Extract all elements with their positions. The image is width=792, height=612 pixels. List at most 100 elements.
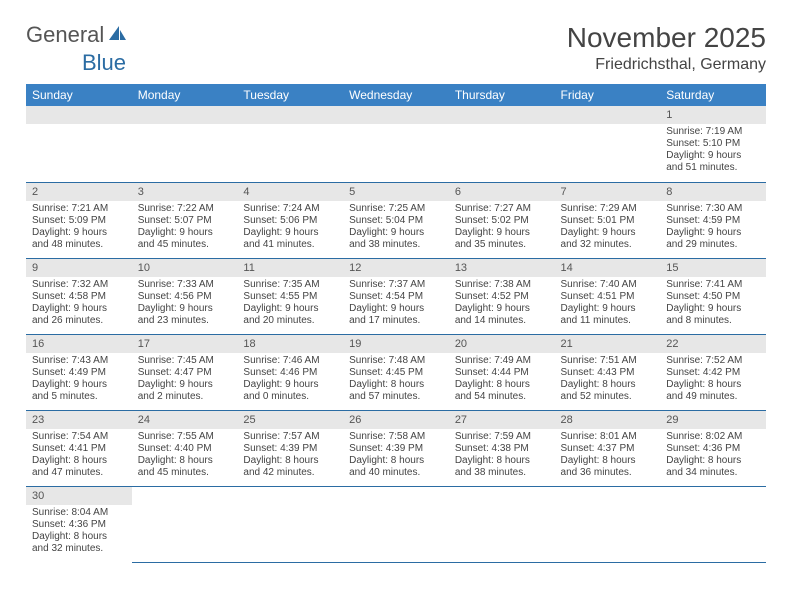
calendar-row: 2Sunrise: 7:21 AMSunset: 5:09 PMDaylight…	[26, 182, 766, 258]
sunrise-text: Sunrise: 8:04 AM	[32, 507, 126, 519]
sunset-text: Sunset: 4:43 PM	[561, 367, 655, 379]
empty-cell	[660, 486, 766, 562]
empty-cell	[26, 106, 132, 182]
sunset-text: Sunset: 4:55 PM	[243, 291, 337, 303]
day-details: Sunrise: 7:45 AMSunset: 4:47 PMDaylight:…	[132, 353, 238, 407]
empty-cell	[555, 106, 661, 182]
daylight-text: Daylight: 8 hours and 40 minutes.	[349, 455, 443, 479]
day-cell: 30Sunrise: 8:04 AMSunset: 4:36 PMDayligh…	[26, 486, 132, 562]
empty-cell	[132, 106, 238, 182]
day-details: Sunrise: 7:40 AMSunset: 4:51 PMDaylight:…	[555, 277, 661, 331]
empty-cell	[449, 486, 555, 562]
sunrise-text: Sunrise: 7:27 AM	[455, 203, 549, 215]
brand-part2: Blue	[82, 50, 126, 75]
sunrise-text: Sunrise: 7:22 AM	[138, 203, 232, 215]
sunrise-text: Sunrise: 7:45 AM	[138, 355, 232, 367]
day-number: 15	[660, 259, 766, 277]
weekday-header: Sunday	[26, 84, 132, 106]
weekday-header: Saturday	[660, 84, 766, 106]
day-number: 29	[660, 411, 766, 429]
day-number: 27	[449, 411, 555, 429]
sunrise-text: Sunrise: 7:55 AM	[138, 431, 232, 443]
day-number: 25	[237, 411, 343, 429]
day-details: Sunrise: 7:43 AMSunset: 4:49 PMDaylight:…	[26, 353, 132, 407]
sunset-text: Sunset: 4:49 PM	[32, 367, 126, 379]
daylight-text: Daylight: 9 hours and 8 minutes.	[666, 303, 760, 327]
day-cell: 18Sunrise: 7:46 AMSunset: 4:46 PMDayligh…	[237, 334, 343, 410]
header: General November 2025 Friedrichsthal, Ge…	[26, 22, 766, 74]
day-number: 8	[660, 183, 766, 201]
daylight-text: Daylight: 9 hours and 45 minutes.	[138, 227, 232, 251]
sail-icon	[107, 22, 127, 48]
sunset-text: Sunset: 5:07 PM	[138, 215, 232, 227]
sunrise-text: Sunrise: 8:01 AM	[561, 431, 655, 443]
daylight-text: Daylight: 9 hours and 14 minutes.	[455, 303, 549, 327]
daylight-text: Daylight: 8 hours and 38 minutes.	[455, 455, 549, 479]
calendar-row: 16Sunrise: 7:43 AMSunset: 4:49 PMDayligh…	[26, 334, 766, 410]
day-cell: 14Sunrise: 7:40 AMSunset: 4:51 PMDayligh…	[555, 258, 661, 334]
sunset-text: Sunset: 5:10 PM	[666, 138, 760, 150]
day-details: Sunrise: 7:25 AMSunset: 5:04 PMDaylight:…	[343, 201, 449, 255]
day-cell: 8Sunrise: 7:30 AMSunset: 4:59 PMDaylight…	[660, 182, 766, 258]
daylight-text: Daylight: 9 hours and 2 minutes.	[138, 379, 232, 403]
daylight-text: Daylight: 8 hours and 42 minutes.	[243, 455, 337, 479]
day-details: Sunrise: 7:32 AMSunset: 4:58 PMDaylight:…	[26, 277, 132, 331]
sunrise-text: Sunrise: 7:24 AM	[243, 203, 337, 215]
daylight-text: Daylight: 8 hours and 49 minutes.	[666, 379, 760, 403]
day-cell: 28Sunrise: 8:01 AMSunset: 4:37 PMDayligh…	[555, 410, 661, 486]
daylight-text: Daylight: 9 hours and 35 minutes.	[455, 227, 549, 251]
empty-cell	[449, 106, 555, 182]
calendar-body: 1Sunrise: 7:19 AMSunset: 5:10 PMDaylight…	[26, 106, 766, 562]
day-details: Sunrise: 7:55 AMSunset: 4:40 PMDaylight:…	[132, 429, 238, 483]
sunset-text: Sunset: 4:47 PM	[138, 367, 232, 379]
day-cell: 15Sunrise: 7:41 AMSunset: 4:50 PMDayligh…	[660, 258, 766, 334]
day-details: Sunrise: 7:48 AMSunset: 4:45 PMDaylight:…	[343, 353, 449, 407]
sunset-text: Sunset: 4:42 PM	[666, 367, 760, 379]
day-cell: 9Sunrise: 7:32 AMSunset: 4:58 PMDaylight…	[26, 258, 132, 334]
daylight-text: Daylight: 9 hours and 5 minutes.	[32, 379, 126, 403]
day-number: 5	[343, 183, 449, 201]
sunset-text: Sunset: 4:39 PM	[349, 443, 443, 455]
day-cell: 22Sunrise: 7:52 AMSunset: 4:42 PMDayligh…	[660, 334, 766, 410]
day-number: 10	[132, 259, 238, 277]
sunrise-text: Sunrise: 7:21 AM	[32, 203, 126, 215]
month-title: November 2025	[567, 22, 766, 54]
sunset-text: Sunset: 5:01 PM	[561, 215, 655, 227]
sunset-text: Sunset: 4:52 PM	[455, 291, 549, 303]
day-number: 22	[660, 335, 766, 353]
day-number: 12	[343, 259, 449, 277]
day-cell: 7Sunrise: 7:29 AMSunset: 5:01 PMDaylight…	[555, 182, 661, 258]
weekday-row: Sunday Monday Tuesday Wednesday Thursday…	[26, 84, 766, 106]
calendar-row: 30Sunrise: 8:04 AMSunset: 4:36 PMDayligh…	[26, 486, 766, 562]
daylight-text: Daylight: 9 hours and 11 minutes.	[561, 303, 655, 327]
calendar-row: 23Sunrise: 7:54 AMSunset: 4:41 PMDayligh…	[26, 410, 766, 486]
day-number: 6	[449, 183, 555, 201]
daylight-text: Daylight: 8 hours and 47 minutes.	[32, 455, 126, 479]
day-details: Sunrise: 7:37 AMSunset: 4:54 PMDaylight:…	[343, 277, 449, 331]
daylight-text: Daylight: 9 hours and 23 minutes.	[138, 303, 232, 327]
daylight-text: Daylight: 8 hours and 57 minutes.	[349, 379, 443, 403]
sunrise-text: Sunrise: 7:38 AM	[455, 279, 549, 291]
day-number: 9	[26, 259, 132, 277]
day-details: Sunrise: 7:41 AMSunset: 4:50 PMDaylight:…	[660, 277, 766, 331]
day-details: Sunrise: 7:49 AMSunset: 4:44 PMDaylight:…	[449, 353, 555, 407]
day-cell: 29Sunrise: 8:02 AMSunset: 4:36 PMDayligh…	[660, 410, 766, 486]
day-details: Sunrise: 8:01 AMSunset: 4:37 PMDaylight:…	[555, 429, 661, 483]
day-number: 20	[449, 335, 555, 353]
calendar-row: 1Sunrise: 7:19 AMSunset: 5:10 PMDaylight…	[26, 106, 766, 182]
empty-cell	[237, 106, 343, 182]
empty-cell	[343, 106, 449, 182]
calendar-table: Sunday Monday Tuesday Wednesday Thursday…	[26, 84, 766, 563]
empty-cell	[237, 486, 343, 562]
day-number: 13	[449, 259, 555, 277]
day-cell: 5Sunrise: 7:25 AMSunset: 5:04 PMDaylight…	[343, 182, 449, 258]
empty-cell	[132, 486, 238, 562]
sunrise-text: Sunrise: 7:37 AM	[349, 279, 443, 291]
daylight-text: Daylight: 9 hours and 26 minutes.	[32, 303, 126, 327]
day-details: Sunrise: 7:52 AMSunset: 4:42 PMDaylight:…	[660, 353, 766, 407]
sunrise-text: Sunrise: 7:41 AM	[666, 279, 760, 291]
day-cell: 26Sunrise: 7:58 AMSunset: 4:39 PMDayligh…	[343, 410, 449, 486]
daylight-text: Daylight: 9 hours and 41 minutes.	[243, 227, 337, 251]
sunrise-text: Sunrise: 7:51 AM	[561, 355, 655, 367]
sunset-text: Sunset: 4:54 PM	[349, 291, 443, 303]
